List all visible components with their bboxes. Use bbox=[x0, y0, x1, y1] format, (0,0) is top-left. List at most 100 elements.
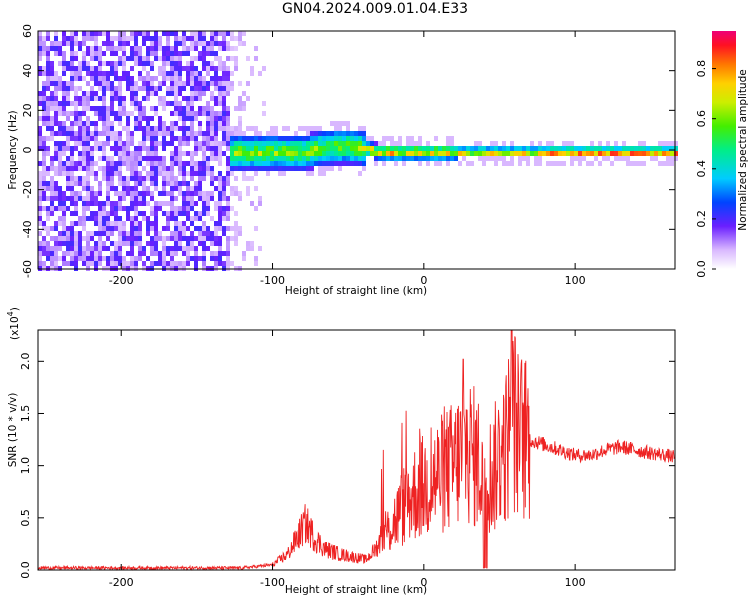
spectrogram-cell bbox=[42, 111, 46, 116]
spectrogram-cell bbox=[146, 156, 150, 161]
spectrogram-cell bbox=[86, 191, 90, 196]
spectrogram-cell bbox=[106, 176, 110, 181]
spectrogram-cell bbox=[98, 236, 102, 241]
spectrogram-cell bbox=[446, 146, 450, 151]
spectrogram-cell bbox=[258, 136, 262, 141]
spectrogram-cell bbox=[202, 206, 206, 211]
spectrogram-cell bbox=[606, 151, 610, 156]
spectrogram-cell bbox=[614, 146, 618, 151]
spectrogram-cell bbox=[478, 141, 482, 146]
spectrogram-cell bbox=[222, 251, 226, 256]
spectrogram-cell bbox=[178, 151, 182, 156]
spectrogram-cell bbox=[118, 161, 122, 166]
spectrogram-cell bbox=[198, 216, 202, 221]
spectrogram-cell bbox=[54, 41, 58, 46]
spectrogram-cell bbox=[202, 76, 206, 81]
spectrogram-cell bbox=[210, 136, 214, 141]
spectrogram-cell bbox=[290, 151, 294, 156]
spectrogram-cell bbox=[110, 91, 114, 96]
spectrogram-cell bbox=[58, 161, 62, 166]
spectrogram-cell bbox=[306, 131, 310, 136]
spectrogram-cell bbox=[330, 121, 334, 126]
spectrogram-cell bbox=[98, 211, 102, 216]
spectrogram-cell bbox=[194, 251, 198, 256]
spectrogram-cell bbox=[86, 131, 90, 136]
spectrogram-cell bbox=[522, 151, 526, 156]
spectrogram-cell bbox=[418, 141, 422, 146]
spectrogram-cell bbox=[58, 256, 62, 261]
spectrogram-cell bbox=[558, 146, 562, 151]
spectrogram-cell bbox=[354, 136, 358, 141]
spectrogram-cells bbox=[38, 31, 678, 271]
spectrogram-cell bbox=[138, 201, 142, 206]
spectrogram-cell bbox=[62, 106, 66, 111]
spectrogram-cell bbox=[518, 151, 522, 156]
spectrogram-cell bbox=[82, 31, 86, 36]
spectrogram-cell bbox=[134, 261, 138, 266]
spectrogram-cell bbox=[42, 261, 46, 266]
colorbar-tick-label: 0.0 bbox=[695, 260, 708, 278]
spectrogram-cell bbox=[86, 206, 90, 211]
spectrogram-cell bbox=[198, 51, 202, 56]
spectrogram-cell bbox=[234, 236, 238, 241]
spectrogram-cell bbox=[110, 261, 114, 266]
spectrogram-cell bbox=[234, 211, 238, 216]
spectrogram-cell bbox=[226, 136, 230, 141]
spectrogram-cell bbox=[50, 126, 54, 131]
spectrogram-cell bbox=[434, 161, 438, 166]
spectrogram-cell bbox=[142, 211, 146, 216]
spectrogram-cell bbox=[54, 251, 58, 256]
spectrogram-cell bbox=[182, 221, 186, 226]
spectrogram-cell bbox=[190, 111, 194, 116]
spectrogram-cell bbox=[210, 31, 214, 36]
spectrogram-cell bbox=[46, 56, 50, 61]
spectrogram-cell bbox=[426, 141, 430, 146]
spectrogram-cell bbox=[90, 191, 94, 196]
spectrogram-cell bbox=[190, 176, 194, 181]
spectrogram-cell bbox=[226, 86, 230, 91]
spectrogram-cell bbox=[186, 96, 190, 101]
spectrogram-cell bbox=[234, 186, 238, 191]
spectrogram-cell bbox=[190, 241, 194, 246]
spectrogram-cell bbox=[178, 146, 182, 151]
spectrogram-cell bbox=[110, 211, 114, 216]
spectrogram-cell bbox=[138, 231, 142, 236]
spectrogram-cell bbox=[66, 176, 70, 181]
spectrogram-cell bbox=[86, 91, 90, 96]
spectrogram-cell bbox=[234, 36, 238, 41]
spectrogram-cell bbox=[170, 141, 174, 146]
spectrogram-cell bbox=[66, 181, 70, 186]
spectrogram-cell bbox=[458, 161, 462, 166]
spectrogram-cell bbox=[286, 126, 290, 131]
spectrogram-cell bbox=[66, 61, 70, 66]
spectrogram-cell bbox=[178, 181, 182, 186]
spectrogram-cell bbox=[42, 141, 46, 146]
spectrogram-cell bbox=[286, 156, 290, 161]
spectrogram-cell bbox=[426, 146, 430, 151]
spectrogram-cell bbox=[674, 151, 678, 156]
spectrogram-cell bbox=[510, 161, 514, 166]
spectrogram-cell bbox=[90, 186, 94, 191]
spectrogram-cell bbox=[502, 151, 506, 156]
spectrogram-cell bbox=[90, 31, 94, 36]
spectrogram-cell bbox=[58, 196, 62, 201]
spectrogram-cell bbox=[146, 176, 150, 181]
spectrogram-cell bbox=[338, 146, 342, 151]
spectrogram-cell bbox=[334, 161, 338, 166]
spectrogram-cell bbox=[554, 151, 558, 156]
spectrogram-cell bbox=[174, 181, 178, 186]
spectrogram-cell bbox=[202, 226, 206, 231]
spectrogram-cell bbox=[98, 66, 102, 71]
spectrogram-cell bbox=[506, 146, 510, 151]
spectrogram-cell bbox=[46, 106, 50, 111]
spectrogram-cell bbox=[86, 126, 90, 131]
spectrogram-cell bbox=[122, 31, 126, 36]
spectrogram-cell bbox=[166, 51, 170, 56]
spectrogram-cell bbox=[178, 246, 182, 251]
spectrogram-cell bbox=[174, 206, 178, 211]
spectrogram-cell bbox=[98, 221, 102, 226]
spectrogram-cell bbox=[622, 146, 626, 151]
spectrogram-cell bbox=[94, 131, 98, 136]
spectrogram-cell bbox=[98, 216, 102, 221]
